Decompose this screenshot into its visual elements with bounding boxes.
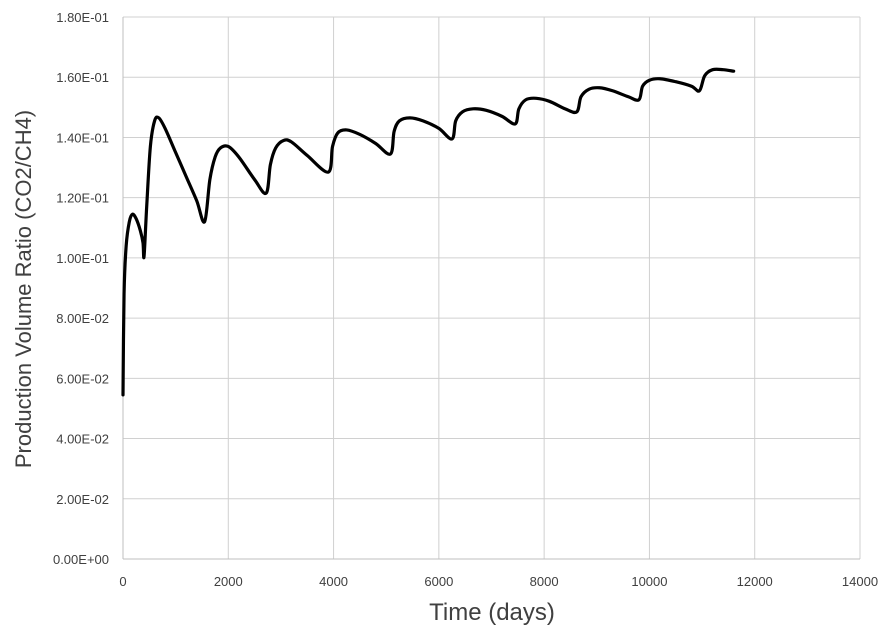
x-tick-labels: 0 2000 4000 6000 8000 10000 12000 14000 — [119, 574, 878, 589]
y-tick-label: 2.00E-02 — [56, 492, 109, 507]
x-tick-label: 2000 — [214, 574, 243, 589]
y-tick-label: 1.60E-01 — [56, 70, 109, 85]
x-tick-label: 12000 — [737, 574, 773, 589]
x-tick-label: 6000 — [424, 574, 453, 589]
y-tick-label: 1.40E-01 — [56, 130, 109, 145]
y-tick-label: 1.80E-01 — [56, 10, 109, 25]
y-tick-label: 6.00E-02 — [56, 371, 109, 386]
y-tick-label: 8.00E-02 — [56, 311, 109, 326]
x-axis-title: Time (days) — [429, 599, 555, 626]
y-tick-label: 0.00E+00 — [53, 552, 109, 567]
x-tick-label: 10000 — [631, 574, 667, 589]
y-tick-label: 1.20E-01 — [56, 191, 109, 206]
x-tick-label: 8000 — [530, 574, 559, 589]
y-axis-title: Production Volume Ratio (CO2/CH4) — [11, 110, 36, 468]
x-tick-label: 14000 — [842, 574, 878, 589]
series-line — [121, 67, 736, 397]
y-tick-labels: 0.00E+00 2.00E-02 4.00E-02 6.00E-02 8.00E-02… — [53, 10, 109, 567]
x-tick-label: 4000 — [319, 574, 348, 589]
y-tick-label: 4.00E-02 — [56, 432, 109, 447]
y-tick-label: 1.00E-01 — [56, 251, 109, 266]
x-tick-label: 0 — [119, 574, 126, 589]
grid-lines — [122, 16, 861, 560]
